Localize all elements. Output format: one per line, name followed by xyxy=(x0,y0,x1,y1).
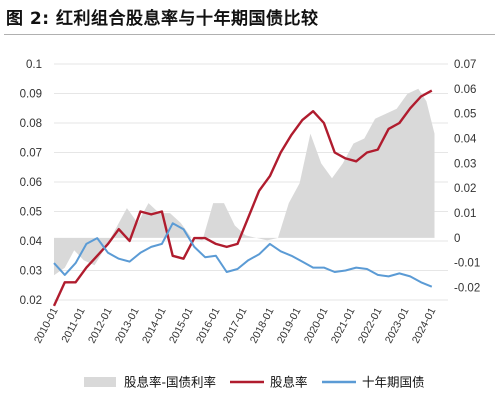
left-axis-labels: 0.02 0.03 0.04 0.05 0.06 0.07 0.08 0.09 0.1 xyxy=(20,59,43,307)
x-axis-tick-label: 2024-01 xyxy=(410,306,439,346)
left-axis-tick-label: 0.05 xyxy=(20,207,42,219)
legend-label: 十年期国债 xyxy=(362,375,425,390)
right-axis-tick-label: 0.01 xyxy=(454,208,476,220)
right-axis-tick-label: 0.06 xyxy=(454,84,476,96)
x-axis-tick-label: 2012-01 xyxy=(86,306,115,346)
right-axis-tick-label: 0.03 xyxy=(454,158,476,170)
x-axis-tick-label: 2023-01 xyxy=(383,306,412,346)
left-axis-tick-label: 0.06 xyxy=(20,177,42,189)
x-axis-tick-label: 2013-01 xyxy=(113,306,142,346)
x-axis-tick-label: 2011-01 xyxy=(59,306,87,345)
spread-area xyxy=(54,88,435,276)
spread-area-layer xyxy=(54,88,435,276)
left-axis-tick-label: 0.08 xyxy=(20,118,42,130)
legend-swatch-spread xyxy=(84,377,116,387)
left-axis-tick-label: 0.02 xyxy=(20,295,42,307)
right-axis-tick-label: -0.02 xyxy=(454,283,480,295)
legend-label: 股息率-国债利率 xyxy=(124,375,216,390)
x-axis-labels: 2010-012011-012012-012013-012014-012015-… xyxy=(32,306,439,346)
x-axis-tick-label: 2018-01 xyxy=(248,306,277,346)
left-axis-tick-label: 0.09 xyxy=(20,89,42,101)
legend: 股息率-国债利率 股息率 十年期国债 xyxy=(84,375,425,390)
left-axis-tick-label: 0.03 xyxy=(20,266,42,278)
right-axis-tick-label: -0.01 xyxy=(454,258,480,270)
dividend-yield-line xyxy=(52,89,433,307)
left-axis-tick-label: 0.07 xyxy=(20,148,42,160)
right-axis-tick-label: 0.05 xyxy=(454,109,476,121)
right-axis-labels: -0.02 -0.01 0 0.01 0.02 0.03 0.04 0.05 0.06 0.07 xyxy=(454,59,480,295)
x-axis-tick-label: 2016-01 xyxy=(194,306,223,346)
x-axis-tick-label: 2019-01 xyxy=(275,306,304,346)
right-axis-tick-label: 0.07 xyxy=(454,59,476,71)
x-axis-tick-label: 2014-01 xyxy=(140,306,169,346)
right-axis-tick-label: 0 xyxy=(454,233,460,245)
title-divider xyxy=(4,34,495,35)
left-axis-tick-label: 0.04 xyxy=(20,236,43,248)
right-axis-tick-label: 0.04 xyxy=(454,134,477,146)
chart-title: 图 2: 红利组合股息率与十年期国债比较 xyxy=(6,9,319,29)
series-lines-layer xyxy=(52,89,433,307)
x-axis-tick-label: 2017-01 xyxy=(221,306,250,346)
x-axis-tick-label: 2021-01 xyxy=(329,306,358,346)
bond-yield-line xyxy=(53,222,433,288)
x-axis-tick-label: 2022-01 xyxy=(356,306,385,346)
left-axis-tick-label: 0.1 xyxy=(26,59,42,71)
legend-label: 股息率 xyxy=(270,375,308,390)
x-axis-tick-label: 2015-01 xyxy=(167,306,196,346)
right-axis-tick-label: 0.02 xyxy=(454,183,476,195)
x-axis-tick-label: 2020-01 xyxy=(302,306,331,346)
x-axis-tick-label: 2010-01 xyxy=(32,306,61,346)
